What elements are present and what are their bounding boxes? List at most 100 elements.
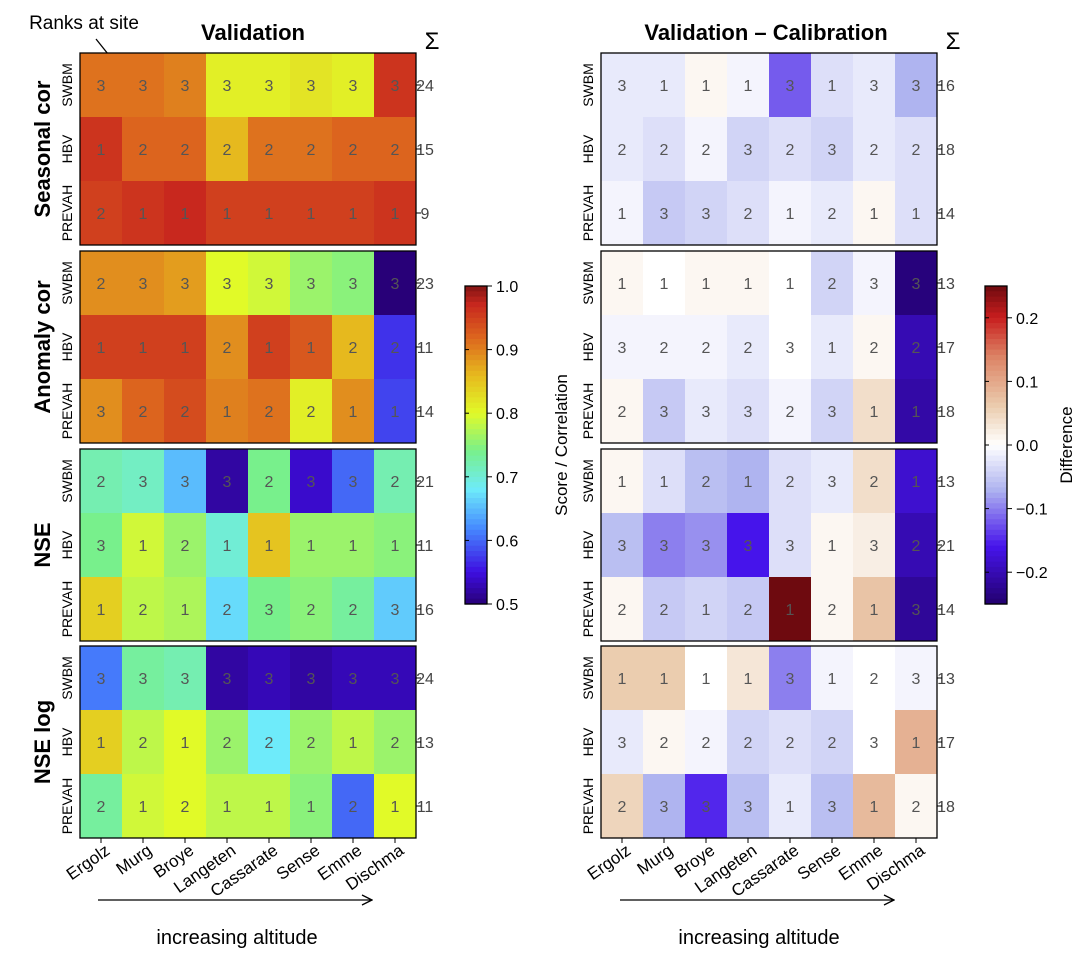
- left-colorbar-segment: [465, 561, 487, 568]
- heatmap-cell: [122, 53, 165, 118]
- rank-label: 3: [139, 78, 148, 95]
- heatmap-cell: [332, 315, 375, 380]
- rank-label: 2: [265, 735, 274, 752]
- heatmap-cell: [122, 710, 165, 775]
- site-axis-labels: Ergolz MurgBroyeLangetenCassarateSenseEmm…: [63, 838, 929, 901]
- heatmap-cell: [164, 449, 207, 514]
- heatmap-cell: [643, 315, 686, 380]
- model-label: SWBM: [580, 459, 596, 503]
- right-colorbar-segment: [985, 370, 1007, 377]
- rank-label: 3: [265, 78, 274, 95]
- heatmap-cell: [643, 181, 686, 246]
- rank-label: 2: [870, 340, 879, 357]
- heatmap-cell: [248, 710, 291, 775]
- rank-label: 3: [265, 671, 274, 688]
- left-sigma-symbol: Σ: [425, 28, 440, 55]
- rank-sum: 13: [937, 671, 955, 688]
- right-colorbar-segment: [985, 492, 1007, 499]
- left-colorbar-segment: [465, 370, 487, 377]
- heatmap-cell: [727, 251, 770, 316]
- left-colorbar-segment: [465, 360, 487, 367]
- heatmap-cell: [164, 379, 207, 444]
- rank-label: 2: [702, 340, 711, 357]
- heatmap-cell: [685, 513, 728, 578]
- left-colorbar-segment: [465, 349, 487, 356]
- heatmap-cell: [643, 774, 686, 839]
- rank-label: 1: [744, 78, 753, 95]
- rank-label: 1: [912, 474, 921, 491]
- left-colorbar-segment: [465, 323, 487, 329]
- rank-label: 1: [307, 340, 316, 357]
- heatmap-cell: [290, 379, 333, 444]
- right-colorbar-segment: [985, 588, 1007, 594]
- rank-label: 1: [870, 206, 879, 223]
- heatmap-cell: [206, 379, 249, 444]
- heatmap-cell: [206, 181, 249, 246]
- rank-label: 2: [618, 602, 627, 619]
- rank-label: 1: [139, 538, 148, 555]
- heatmap-cell: [811, 117, 854, 182]
- left-colorbar-tick-label: 0.9: [496, 343, 518, 360]
- rank-label: 1: [391, 206, 400, 223]
- right-colorbar-segment: [985, 556, 1007, 563]
- rank-label: 1: [223, 206, 232, 223]
- left-colorbar-segment: [465, 317, 487, 324]
- right-colorbar-segment: [985, 354, 1007, 361]
- rank-label: 1: [349, 404, 358, 421]
- heatmap-cell: [601, 646, 644, 711]
- heatmap-cell: [248, 646, 291, 711]
- rank-label: 2: [391, 142, 400, 159]
- right-colorbar-segment: [985, 482, 1007, 488]
- panel-labels: Seasonal cor Anomaly cor NSE NSE log: [30, 80, 55, 784]
- left-colorbar-segment: [465, 551, 487, 557]
- heatmap-cell: [685, 117, 728, 182]
- heatmap-cell: [811, 53, 854, 118]
- rank-sum: 21: [416, 474, 434, 491]
- rank-label: 2: [139, 404, 148, 421]
- model-label: SWBM: [580, 63, 596, 107]
- model-label: PREVAH: [59, 778, 75, 835]
- rank-label: 2: [702, 735, 711, 752]
- heatmap-cell: [374, 117, 417, 182]
- rank-label: 2: [912, 538, 921, 555]
- left-colorbar-segment: [465, 487, 487, 494]
- heatmap-cell: [811, 577, 854, 642]
- heatmap-cell: [164, 181, 207, 246]
- rank-label: 2: [223, 142, 232, 159]
- rank-label: 2: [870, 671, 879, 688]
- rank-sum: 14: [937, 602, 955, 619]
- rank-label: 1: [870, 404, 879, 421]
- model-label: SWBM: [59, 63, 75, 107]
- rank-label: 1: [912, 404, 921, 421]
- rank-label: 2: [223, 340, 232, 357]
- model-label: HBV: [580, 530, 596, 559]
- left-colorbar-segment: [465, 413, 487, 420]
- heatmap-cell: [332, 53, 375, 118]
- rank-label: 3: [870, 538, 879, 555]
- rank-sum: 13: [937, 276, 955, 293]
- rank-sum: 24: [416, 78, 434, 95]
- heatmap-cell: [727, 315, 770, 380]
- heatmap-cell: [374, 315, 417, 380]
- heatmap-cell: [374, 251, 417, 316]
- heatmap-cell: [769, 513, 812, 578]
- right-colorbar-segment: [985, 545, 1007, 552]
- rank-label: 3: [660, 206, 669, 223]
- heatmap-cell: [895, 577, 938, 642]
- rank-label: 2: [223, 735, 232, 752]
- site-label: Sense: [794, 841, 844, 884]
- heatmap-cell: [206, 710, 249, 775]
- heatmap-cell: [248, 449, 291, 514]
- model-label: HBV: [59, 332, 75, 361]
- rank-label: 1: [265, 538, 274, 555]
- heatmap-cell: [164, 315, 207, 380]
- rank-label: 1: [391, 404, 400, 421]
- rank-label: 3: [391, 78, 400, 95]
- heatmap-cell: [80, 710, 123, 775]
- rank-sum: 9: [421, 206, 430, 223]
- heatmap-cell: [769, 53, 812, 118]
- heatmap-cell: [769, 577, 812, 642]
- heatmap-cell: [248, 379, 291, 444]
- heatmap-cell: [332, 577, 375, 642]
- rank-label: 1: [702, 78, 711, 95]
